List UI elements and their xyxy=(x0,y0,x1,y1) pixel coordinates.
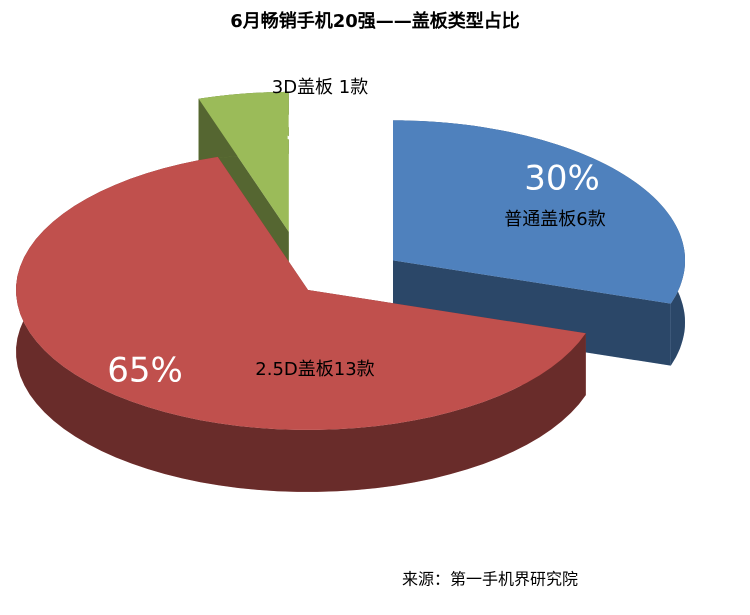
slice-label: 3D盖板 1款 xyxy=(272,77,369,98)
source-note: 来源：第一手机界研究院 xyxy=(402,570,578,589)
slice xyxy=(16,156,586,430)
value-label: 5% xyxy=(285,109,339,149)
value-label: 30% xyxy=(524,159,600,199)
slice-label: 2.5D盖板13款 xyxy=(255,359,374,380)
value-label: 65% xyxy=(107,351,183,391)
slice-label: 普通盖板6款 xyxy=(504,209,605,230)
slice-side-shade xyxy=(393,260,671,366)
chart-title: 6月畅销手机20强——盖板类型占比 xyxy=(230,10,520,32)
slice xyxy=(198,91,289,232)
slice xyxy=(393,120,685,304)
slice-side xyxy=(393,260,671,366)
